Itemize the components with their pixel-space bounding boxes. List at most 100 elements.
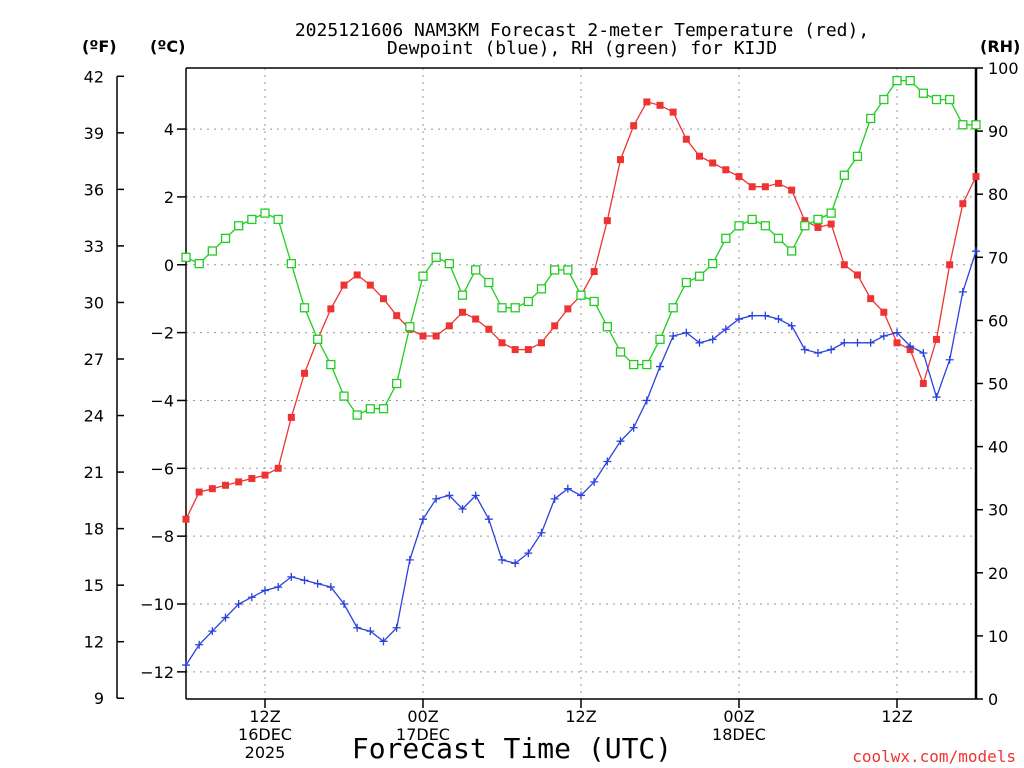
time-tick-label: 12Z	[881, 707, 912, 726]
data-point	[814, 223, 822, 231]
time-tick-label: 16DEC	[238, 725, 292, 744]
fahrenheit-tick-label: 42	[84, 67, 104, 86]
data-point	[537, 528, 546, 537]
grid-lines	[186, 68, 976, 699]
data-point	[642, 359, 652, 370]
data-point	[274, 583, 283, 592]
data-point	[220, 233, 231, 244]
data-point	[458, 505, 467, 514]
fahrenheit-tick-label: 24	[84, 407, 104, 426]
data-point	[419, 332, 427, 340]
rh-tick-label: 30	[988, 501, 1008, 520]
time-tick-label: 18DEC	[712, 725, 766, 744]
celsius-tick-label: −10	[140, 595, 174, 614]
data-point	[629, 423, 638, 432]
data-point	[655, 334, 665, 344]
data-point	[247, 214, 257, 225]
data-point	[524, 346, 532, 354]
data-point	[773, 233, 784, 244]
rh-tick-label: 60	[988, 311, 1008, 330]
data-point	[800, 221, 810, 231]
data-point	[485, 325, 493, 333]
data-point	[630, 122, 638, 130]
data-point	[866, 113, 876, 124]
data-point	[299, 303, 310, 313]
data-point	[445, 322, 453, 330]
celsius-tick-label: 0	[164, 256, 174, 275]
fahrenheit-tick-label: 21	[84, 463, 104, 482]
data-point	[472, 315, 480, 323]
celsius-tick-label: −12	[140, 663, 174, 682]
data-point	[551, 322, 559, 330]
data-point	[734, 221, 744, 231]
time-tick-label: 00Z	[407, 707, 438, 726]
celsius-tick-label: −6	[150, 459, 174, 478]
rh-tick-label: 80	[988, 185, 1008, 204]
data-point	[511, 346, 519, 354]
data-point	[511, 559, 520, 568]
data-point	[879, 332, 888, 341]
data-point	[576, 290, 586, 300]
data-point	[182, 661, 190, 670]
data-point	[524, 549, 533, 558]
fahrenheit-tick-label: 27	[84, 350, 104, 369]
data-point	[958, 120, 968, 130]
data-point	[826, 208, 836, 218]
data-point	[761, 183, 769, 191]
series-line	[185, 79, 976, 416]
data-point	[761, 311, 770, 320]
data-point	[260, 208, 270, 218]
data-point	[617, 156, 624, 164]
data-point	[760, 221, 770, 231]
celsius-tick-label: −8	[150, 527, 174, 546]
data-point	[840, 338, 849, 347]
data-point	[721, 325, 730, 334]
data-point	[801, 217, 809, 225]
data-point	[879, 94, 889, 105]
data-point	[287, 572, 296, 581]
data-point	[313, 579, 322, 588]
celsius-tick-label: −4	[150, 391, 174, 410]
data-point	[327, 305, 335, 313]
rh-tick-label: 50	[988, 375, 1008, 394]
data-point	[959, 200, 967, 208]
data-point	[392, 623, 401, 632]
data-point	[459, 308, 466, 316]
data-point	[972, 173, 980, 181]
fahrenheit-tick-label: 9	[94, 689, 104, 708]
chart-title-line-1: 2025121606 NAM3KM Forecast 2-meter Tempe…	[295, 20, 869, 41]
data-point	[590, 268, 598, 276]
data-point	[484, 277, 494, 288]
data-point	[392, 378, 402, 389]
data-point	[378, 404, 389, 414]
data-point	[946, 261, 954, 269]
data-point	[577, 491, 585, 500]
data-point	[352, 410, 362, 420]
data-point	[972, 247, 980, 256]
data-point	[813, 214, 823, 225]
data-point	[301, 369, 308, 377]
data-point	[696, 152, 703, 160]
rh-tick-label: 0	[988, 690, 998, 709]
data-point	[880, 308, 888, 316]
chart-title-line-2: Dewpoint (blue), RH (green) for KIJD	[387, 38, 777, 59]
data-point	[931, 94, 942, 105]
data-point	[602, 322, 612, 332]
data-point	[906, 342, 915, 351]
fahrenheit-tick-label: 30	[84, 293, 104, 312]
data-point	[840, 261, 848, 269]
data-point	[563, 265, 573, 275]
data-point	[379, 637, 388, 646]
data-point	[905, 75, 915, 86]
data-point	[709, 159, 717, 167]
data-point	[497, 303, 507, 313]
fahrenheit-tick-label: 39	[84, 124, 104, 143]
fahrenheit-tick-label: 12	[84, 633, 104, 652]
data-point	[365, 404, 375, 414]
data-point	[918, 88, 928, 98]
data-point	[286, 258, 296, 269]
data-point	[708, 258, 718, 269]
data-point	[431, 252, 441, 262]
data-point	[498, 555, 506, 564]
